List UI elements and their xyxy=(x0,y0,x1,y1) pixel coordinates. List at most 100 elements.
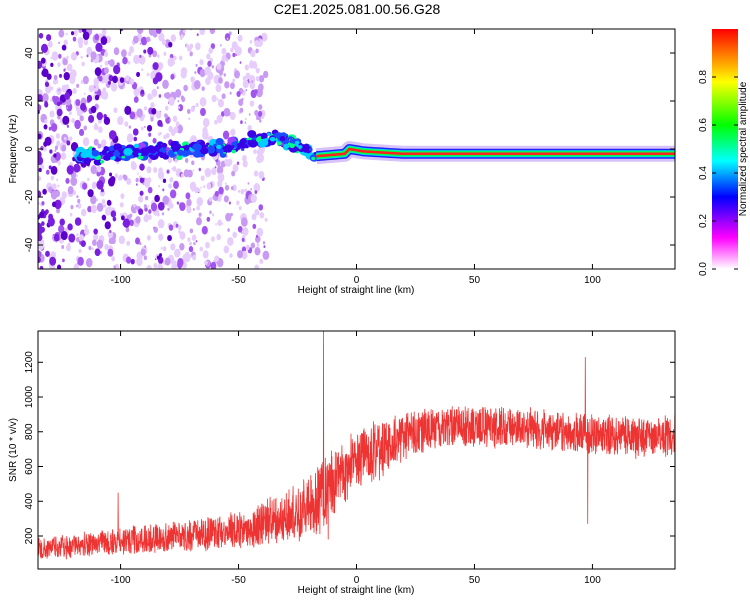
noise-speckle xyxy=(162,246,167,252)
noise-dot xyxy=(59,218,65,226)
noise-speckle xyxy=(140,248,146,256)
noise-speckle xyxy=(220,44,222,47)
noise-speckle xyxy=(239,61,242,64)
noise-speckle xyxy=(250,242,256,249)
noise-speckle xyxy=(88,85,94,93)
noise-speckle xyxy=(66,63,73,72)
noise-speckle xyxy=(135,216,141,224)
noise-speckle xyxy=(208,197,213,202)
snr-y-tick-label: 1200 xyxy=(24,351,35,374)
noise-dot xyxy=(53,153,57,158)
snr-y-tick-label: 600 xyxy=(24,458,35,475)
noise-speckle xyxy=(64,136,67,141)
noise-speckle xyxy=(240,231,243,234)
signal-blob xyxy=(103,154,111,161)
noise-speckle xyxy=(57,184,60,188)
noise-speckle xyxy=(78,128,85,137)
noise-speckle xyxy=(146,235,151,241)
noise-speckle xyxy=(158,132,161,136)
noise-speckle xyxy=(259,258,264,264)
noise-dot xyxy=(124,105,132,115)
noise-dot xyxy=(133,136,138,142)
noise-dot xyxy=(70,31,75,36)
noise-speckle xyxy=(61,244,65,249)
noise-speckle xyxy=(133,35,139,44)
noise-speckle xyxy=(65,32,68,36)
noise-speckle xyxy=(239,107,244,113)
snr-axes: -100 -50 0 50 100 200 400 600 800 1000 1200 xyxy=(24,331,675,586)
noise-speckle xyxy=(70,176,78,187)
signal-blob xyxy=(289,143,295,149)
noise-speckle xyxy=(210,43,216,50)
noise-speckle xyxy=(179,202,186,212)
signal-blob xyxy=(237,143,242,148)
noise-speckle xyxy=(114,173,119,179)
signal-blob xyxy=(139,147,150,156)
signal-blob xyxy=(80,151,89,159)
noise-speckle xyxy=(242,160,248,168)
noise-speckle xyxy=(169,189,177,199)
noise-speckle xyxy=(128,125,132,129)
noise-speckle xyxy=(244,188,248,193)
noise-speckle xyxy=(206,182,212,190)
noise-speckle xyxy=(60,152,67,160)
signal-blob xyxy=(247,130,257,138)
noise-speckle xyxy=(65,84,69,89)
noise-speckle xyxy=(200,107,206,117)
noise-speckle xyxy=(123,85,126,89)
noise-speckle xyxy=(216,114,223,124)
noise-speckle xyxy=(192,169,195,172)
noise-speckle xyxy=(137,29,144,35)
noise-speckle xyxy=(225,212,232,222)
noise-speckle xyxy=(187,169,193,178)
noise-speckle xyxy=(162,188,165,192)
noise-speckle xyxy=(168,183,172,189)
noise-speckle xyxy=(186,108,191,114)
noise-speckle xyxy=(258,74,265,83)
noise-speckle xyxy=(231,41,238,50)
signal-blob xyxy=(302,145,313,154)
noise-speckle xyxy=(236,200,240,206)
noise-speckle xyxy=(221,93,226,100)
noise-speckle xyxy=(264,217,268,222)
spectrogram-y-tick-label: 20 xyxy=(24,95,35,107)
noise-dot xyxy=(87,189,94,198)
noise-speckle xyxy=(147,214,152,220)
signal-core xyxy=(316,147,675,158)
noise-speckle xyxy=(70,205,74,210)
noise-speckle xyxy=(66,124,70,128)
noise-dot xyxy=(66,165,74,175)
signal-blob xyxy=(83,157,92,165)
noise-dot xyxy=(38,94,43,102)
noise-dot xyxy=(156,255,161,260)
noise-speckle xyxy=(58,41,60,45)
noise-speckle xyxy=(180,70,187,79)
noise-speckle xyxy=(143,204,147,209)
noise-speckle xyxy=(109,59,115,67)
spectrogram-panel: -100 -50 0 50 100 -40 -20 0 20 40 Height of strai… xyxy=(8,28,676,296)
noise-speckle xyxy=(122,174,126,179)
noise-speckle xyxy=(170,73,175,80)
noise-speckle xyxy=(38,176,42,182)
noise-speckle xyxy=(170,34,177,42)
noise-speckle xyxy=(182,253,189,262)
noise-speckle xyxy=(254,208,260,216)
noise-dot xyxy=(147,46,154,55)
noise-dot xyxy=(64,92,71,100)
noise-dot xyxy=(108,75,114,82)
noise-speckle xyxy=(72,36,77,42)
noise-speckle xyxy=(157,170,165,180)
noise-speckle xyxy=(92,239,97,246)
noise-speckle xyxy=(98,126,103,134)
noise-speckle xyxy=(148,209,152,214)
noise-speckle xyxy=(140,126,144,131)
noise-speckle xyxy=(93,85,96,89)
spectrogram-x-tick-label: -50 xyxy=(231,275,246,286)
noise-speckle xyxy=(133,87,140,97)
noise-speckle xyxy=(61,191,67,199)
noise-speckle xyxy=(189,241,193,246)
noise-speckle xyxy=(204,260,208,266)
spectrogram-x-tick-label: -100 xyxy=(111,275,131,286)
noise-dot xyxy=(100,188,104,193)
